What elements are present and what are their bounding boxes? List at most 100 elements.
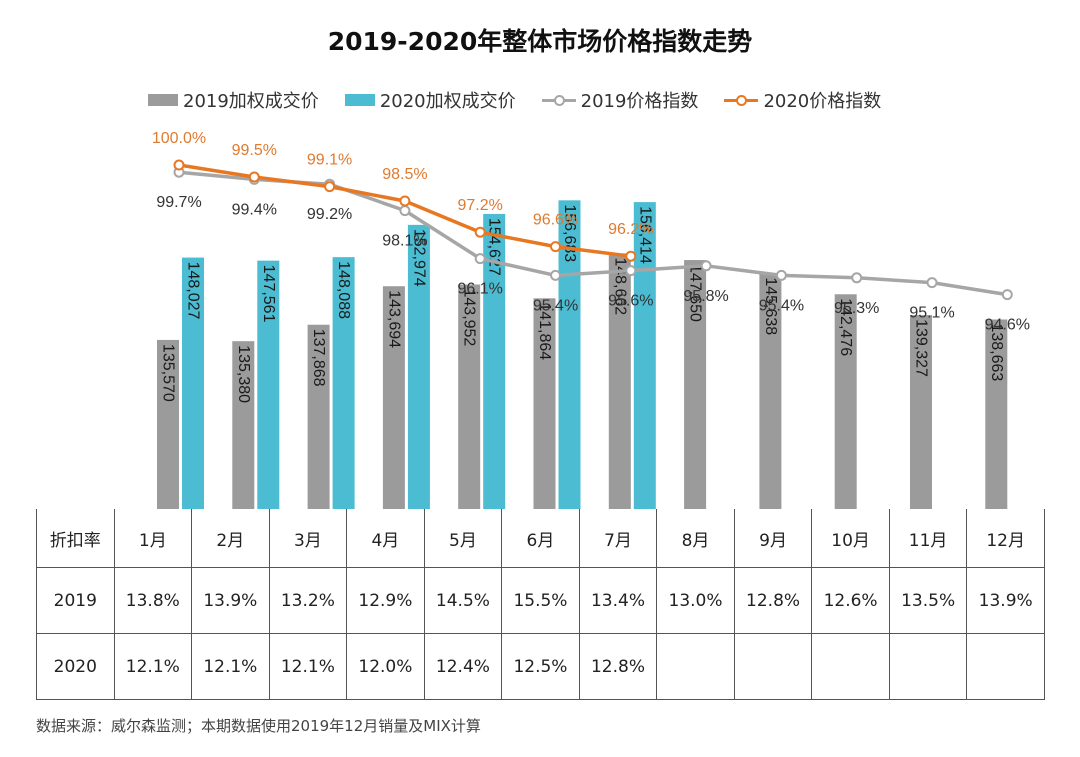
legend-label-bar2020: 2020加权成交价 — [379, 91, 516, 112]
table-cell — [733, 633, 813, 700]
table-header-label: 折扣率 — [36, 509, 115, 568]
index-2019-point-label: 95.4% — [759, 297, 804, 314]
legend-item-line2020: 2020价格指数 — [724, 87, 881, 113]
index-2019-point — [700, 260, 712, 272]
table-month: 12月 — [966, 509, 1045, 568]
series-2019-bar-label: 137,868 — [310, 329, 327, 387]
series-2020-bar-label: 148,027 — [185, 262, 202, 320]
index-2019-point-label: 95.3% — [834, 300, 879, 317]
series-2019-bar — [985, 319, 1008, 509]
legend-item-bar2020: 2020加权成交价 — [344, 87, 516, 113]
index-2019-point-label: 99.2% — [307, 206, 352, 223]
legend-swatch-line2020 — [724, 94, 759, 106]
series-2020-bar-label: 156,414 — [636, 206, 653, 264]
table-cell: 12.4% — [423, 633, 503, 700]
series-2019-bar — [910, 315, 932, 509]
index-2019-point-label: 95.6% — [608, 293, 653, 310]
series-2019-bar-label: 141,864 — [536, 302, 553, 360]
series-2020-bar — [332, 257, 355, 509]
index-2020-point-label: 96.2% — [608, 221, 653, 238]
legend: 2019加权成交价 2020加权成交价 2019价格指数 2020价格指数 — [148, 88, 907, 112]
table-cell — [656, 633, 735, 700]
table-cell — [811, 633, 890, 700]
index-2019-point-label: 95.8% — [683, 288, 728, 305]
series-2019-bar — [834, 294, 857, 509]
index-2020-point — [324, 181, 336, 193]
index-2020-point — [550, 241, 561, 253]
table-cell: 12.1% — [268, 633, 348, 700]
table-cell: 15.5% — [501, 567, 580, 634]
table-cell: 12.8% — [733, 567, 813, 634]
series-2020-bar — [182, 257, 204, 509]
index-2019-point-label: 95.1% — [909, 305, 954, 322]
discount-rate-table: 折扣率 1月 2月 3月 4月 5月 6月 7月 8月 9月 10月 11月 1… — [36, 509, 1045, 700]
index-2019-point-label: 96.1% — [458, 281, 503, 298]
series-2020-bar-label: 147,561 — [260, 265, 277, 323]
table-month: 2月 — [191, 509, 270, 568]
index-2020-point — [625, 250, 637, 262]
index-2019-point — [851, 272, 863, 284]
table-cell: 13.0% — [656, 567, 735, 634]
table-cell: 13.4% — [578, 567, 658, 634]
table-month: 3月 — [268, 509, 348, 568]
series-2019-bar-label: 145,638 — [762, 277, 779, 335]
series-2019-bar-label: 142,476 — [837, 298, 854, 356]
table-cell: 13.9% — [966, 567, 1045, 634]
series-2019-bar — [533, 298, 556, 509]
index-2019-point — [474, 253, 486, 265]
series-2020-bar-label: 152,974 — [410, 229, 427, 287]
series-2019-bar-label: 135,570 — [160, 344, 177, 402]
index-2020-point-label: 99.5% — [232, 142, 277, 159]
series-2019-bar-label: 143,694 — [385, 290, 402, 348]
index-2020-point — [248, 171, 260, 183]
table-month: 1月 — [113, 509, 193, 568]
table-cell — [888, 633, 968, 700]
index-2019-point — [775, 269, 787, 281]
index-2020-point-label: 98.5% — [382, 166, 427, 183]
series-2019-bar-label: 147,650 — [687, 264, 704, 322]
legend-label-line2020: 2020价格指数 — [763, 91, 882, 112]
table-cell: 12.1% — [191, 633, 270, 700]
series-2020-bar — [633, 202, 656, 509]
legend-label-line2019: 2019价格指数 — [580, 91, 699, 112]
chart-plot: 135,570 135,380 137,868 143,694 143,952 141,8… — [152, 130, 1030, 510]
table-month: 10月 — [811, 509, 890, 568]
series-2020-bar — [558, 200, 581, 509]
index-2019-point-label: 94.6% — [985, 317, 1030, 334]
legend-item-line2019: 2019价格指数 — [541, 87, 699, 113]
index-2019-point-label: 95.4% — [533, 297, 578, 314]
legend-label-bar2019: 2019加权成交价 — [183, 91, 319, 112]
series-2019-bar — [382, 286, 405, 509]
series-2019-bar-label: 143,952 — [461, 289, 478, 347]
table-cell: 14.5% — [423, 567, 503, 634]
table-cell: 12.8% — [578, 633, 658, 700]
table-row-label: 2019 — [36, 567, 115, 634]
index-2019-point — [625, 265, 637, 277]
index-2020-point-label: 96.6% — [533, 212, 578, 229]
index-2019-point-label: 98.1% — [382, 233, 427, 250]
index-2020-point — [173, 159, 185, 171]
index-2020-point-label: 99.1% — [307, 152, 352, 169]
source-note: 数据来源：威尔森监测；本期数据使用2019年12月销量及MIX计算 — [36, 717, 481, 735]
series-2020-bar-label: 148,088 — [335, 261, 352, 319]
index-2019-point — [399, 205, 411, 217]
series-2020-bar — [407, 224, 430, 510]
table-cell: 13.8% — [113, 567, 193, 634]
table-cell — [966, 633, 1045, 700]
table-month: 7月 — [578, 509, 658, 568]
legend-swatch-bar2020 — [344, 94, 375, 106]
table-month: 11月 — [888, 509, 968, 568]
table-cell: 12.6% — [811, 567, 890, 634]
table-cell: 12.9% — [346, 567, 425, 634]
series-2020-bar — [483, 213, 506, 509]
table-row-2019: 2019 13.8% 13.9% 13.2% 12.9% 14.5% 15.5%… — [36, 567, 1045, 634]
table-month: 8月 — [656, 509, 735, 568]
table-month: 9月 — [733, 509, 813, 568]
table-cell: 13.9% — [191, 567, 270, 634]
legend-swatch-bar2019 — [148, 94, 178, 106]
table-month: 5月 — [423, 509, 503, 568]
table-row-label: 2020 — [36, 633, 115, 700]
index-2019-point-label: 99.4% — [232, 201, 277, 218]
series-2020-bar-label: 154,627 — [486, 218, 503, 276]
index-2020-point — [474, 226, 486, 238]
